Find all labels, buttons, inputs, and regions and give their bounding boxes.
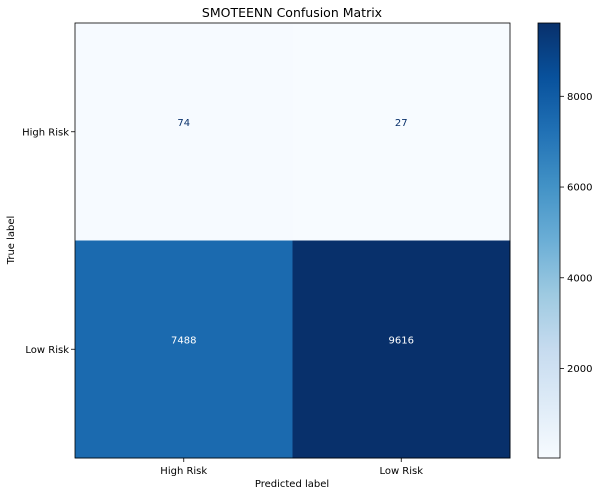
colorbar-tick-label: 2000 bbox=[567, 364, 592, 375]
chart-title: SMOTEENN Confusion Matrix bbox=[202, 5, 382, 20]
colorbar bbox=[537, 22, 561, 459]
y-axis-label: True label bbox=[6, 216, 17, 266]
y-tick-label: High Risk bbox=[22, 127, 69, 138]
matrix-cell bbox=[292, 240, 511, 459]
colorbar-tick-label: 8000 bbox=[567, 92, 592, 103]
plot-frame bbox=[74, 22, 511, 459]
x-axis-label: Predicted label bbox=[255, 479, 329, 490]
cell-value-label: 74 bbox=[177, 118, 190, 129]
matrix-cell bbox=[292, 23, 511, 241]
matrix-cell bbox=[75, 240, 293, 459]
x-axis-ticks: High Risk Low Risk bbox=[160, 458, 423, 477]
colorbar-tick-label: 4000 bbox=[567, 273, 592, 284]
cell-value-label: 7488 bbox=[171, 335, 196, 346]
x-tick-label: High Risk bbox=[160, 466, 207, 477]
x-tick-label: Low Risk bbox=[379, 466, 423, 477]
colorbar-tick-label: 6000 bbox=[567, 183, 592, 194]
matrix-cells: 74 27 7488 9616 bbox=[75, 23, 511, 459]
cell-value-label: 9616 bbox=[389, 335, 414, 346]
matrix-cell bbox=[75, 23, 293, 241]
y-axis-ticks: High Risk Low Risk bbox=[22, 127, 75, 356]
cell-value-label: 27 bbox=[395, 118, 408, 129]
colorbar-ticks: 2000 4000 6000 8000 bbox=[560, 92, 592, 375]
y-tick-label: Low Risk bbox=[25, 345, 69, 356]
